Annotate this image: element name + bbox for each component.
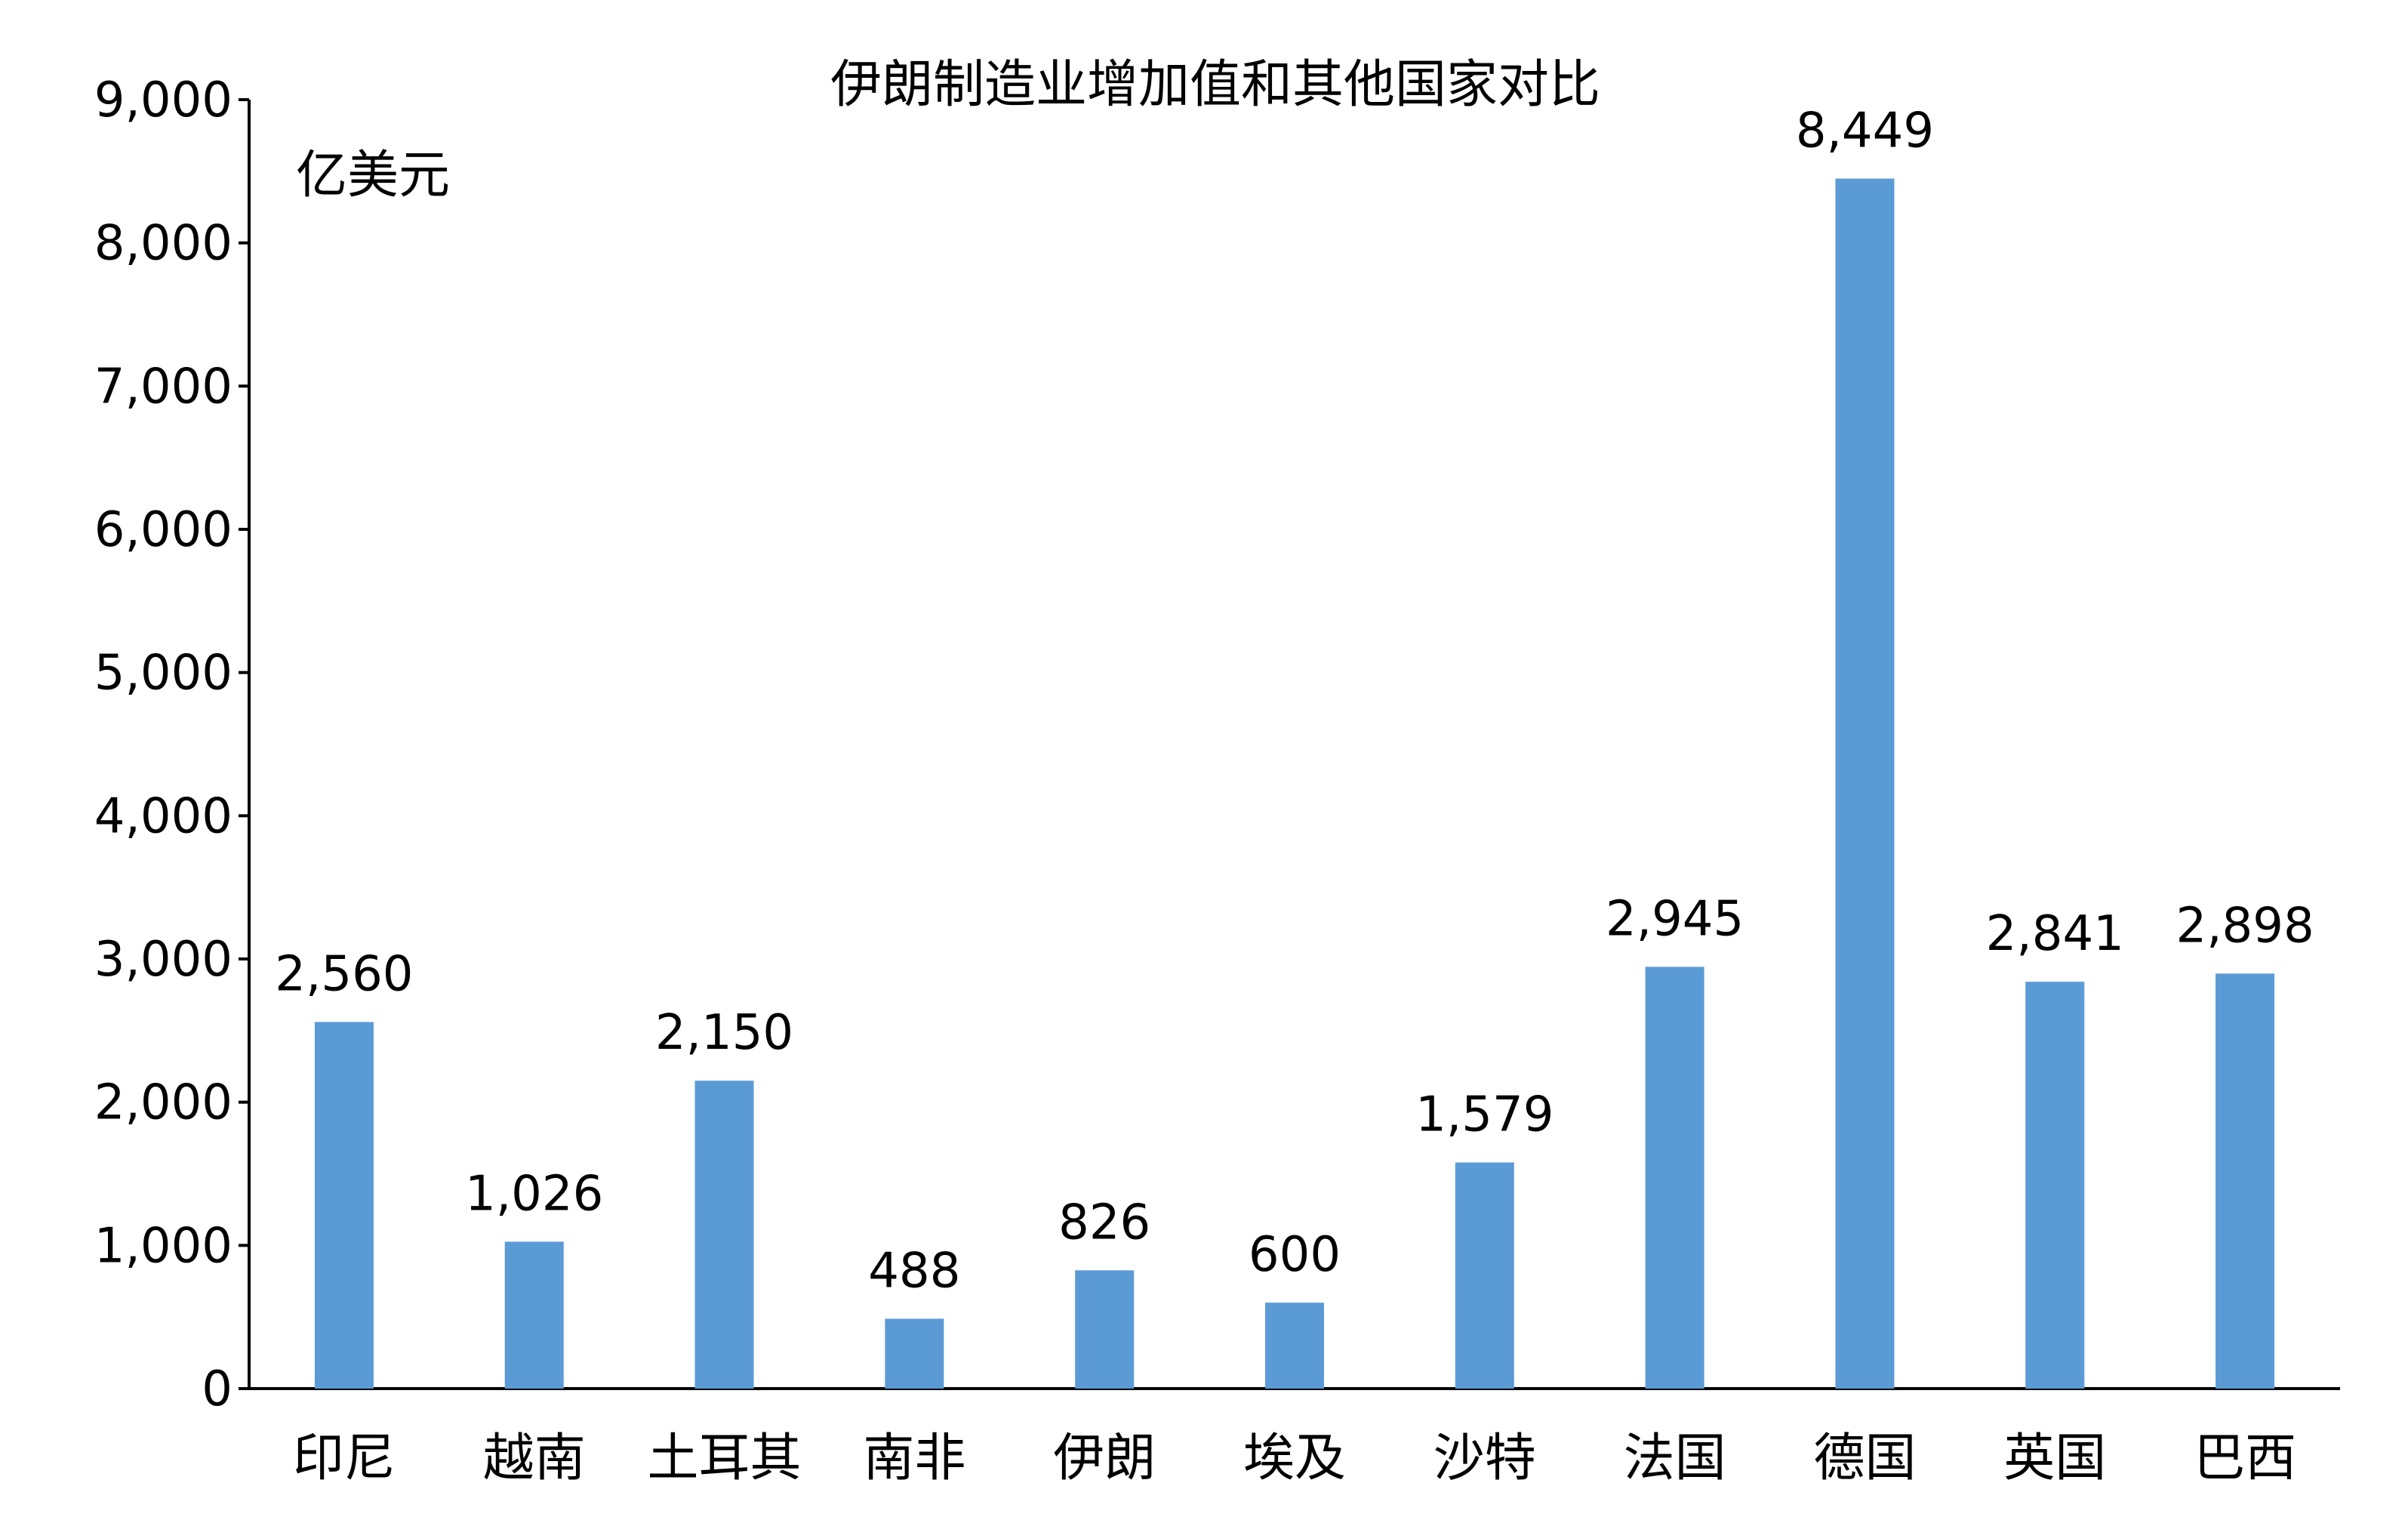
category-label: 德国 [1813,1429,1916,1488]
y-tick-label: 9,000 [94,72,232,128]
value-label: 2,841 [1986,906,2124,962]
value-label: 1,579 [1415,1087,1553,1143]
bar [1455,1162,1514,1389]
category-label: 印尼 [293,1429,396,1488]
bars [314,178,2275,1389]
y-tick-label: 7,000 [94,359,232,415]
y-tick-label: 4,000 [94,788,232,844]
bar [2216,973,2275,1389]
y-tick-label: 6,000 [94,502,232,558]
bar [1265,1303,1324,1389]
category-label: 巴西 [2194,1429,2296,1488]
value-label: 2,898 [2176,898,2314,954]
value-label: 826 [1058,1195,1150,1250]
category-label: 土耳其 [648,1429,802,1488]
category-label: 法国 [1624,1429,1726,1488]
category-label: 越南 [483,1429,586,1488]
value-label: 1,026 [465,1166,603,1222]
bar [1645,967,1704,1389]
y-tick-label: 8,000 [94,216,232,272]
category-label: 沙特 [1433,1429,1536,1488]
bar [314,1022,374,1389]
bar [1835,178,1895,1389]
category-label: 南非 [863,1429,965,1488]
chart-title: 伊朗制造业增加值和其他国家对比 [830,55,1600,115]
value-label: 2,150 [655,1005,793,1061]
value-label: 2,945 [1606,891,1744,947]
unit-label: 亿美元 [296,146,450,205]
category-label: 英国 [2003,1429,2106,1488]
category-label: 埃及 [1243,1429,1346,1488]
bar [2025,982,2085,1389]
value-label: 2,560 [275,946,413,1002]
y-tick-label: 2,000 [94,1075,232,1131]
category-labels: 印尼 越南 土耳其 南非 伊朗 埃及 沙特 法国 德国 英国 巴西 [293,1429,2296,1488]
y-axis: 0 1,000 2,000 3,000 4,000 5,000 6,000 7,000 8,00… [94,72,251,1417]
y-tick-label: 5,000 [94,646,232,701]
y-tick-label: 0 [202,1361,232,1417]
value-label: 8,449 [1796,103,1934,159]
value-label: 488 [868,1243,960,1299]
y-tick-label: 1,000 [94,1218,232,1274]
bar [504,1241,564,1389]
value-label: 600 [1249,1227,1341,1283]
category-label: 伊朗 [1053,1429,1156,1488]
data-labels: 2,560 1,026 2,150 488 826 600 1,579 2,945 8,449 2… [275,103,2314,1300]
bar [694,1081,754,1389]
bar [885,1318,944,1389]
y-tick-label: 3,000 [94,932,232,988]
bar [1075,1270,1135,1389]
